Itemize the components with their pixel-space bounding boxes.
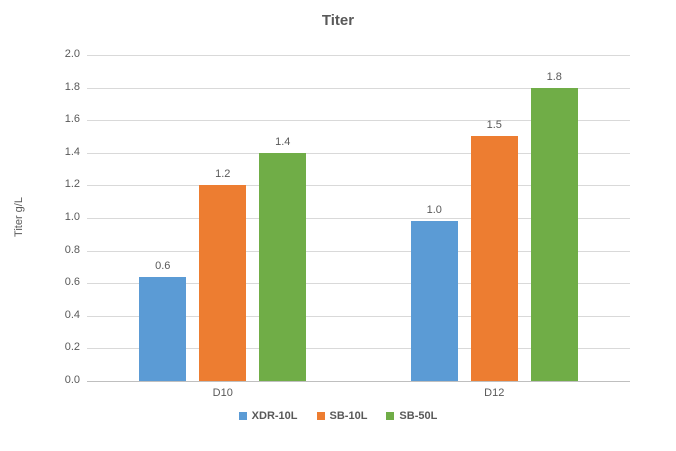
data-label: 1.5 <box>486 119 502 131</box>
bar-xdr-10l: 0.6 <box>139 260 187 381</box>
bar-sb-10l: 1.2 <box>199 168 247 381</box>
legend-swatch-icon <box>386 412 395 420</box>
legend-label: SB-10L <box>329 410 368 422</box>
gridline <box>87 55 630 56</box>
y-axis-title: Titer g/L <box>13 197 25 237</box>
y-tick-label: 0.8 <box>64 244 80 256</box>
gridline <box>87 348 630 349</box>
data-label: 0.6 <box>155 260 171 272</box>
bar-sb-50l: 1.4 <box>259 136 307 381</box>
gridline <box>87 251 630 252</box>
y-tick-label: 0.6 <box>64 276 80 288</box>
y-tick-label: 0.0 <box>64 374 80 386</box>
legend: XDR-10L SB-10L SB-50L <box>0 410 676 422</box>
bar-group-d10: 0.6 1.2 1.4 <box>87 55 359 381</box>
bar-sb-10l: 1.5 <box>470 119 518 381</box>
y-tick-label: 0.4 <box>64 309 80 321</box>
bar-xdr-10l: 1.0 <box>410 204 458 381</box>
legend-label: SB-50L <box>399 410 438 422</box>
category-label: D12 <box>484 387 505 399</box>
y-tick-label: 1.6 <box>64 113 80 125</box>
bar-sb-50l: 1.8 <box>530 71 578 381</box>
y-tick-label: 1.0 <box>64 211 80 223</box>
bar-group-d12: 1.0 1.5 1.8 <box>359 55 631 381</box>
legend-swatch-icon <box>238 412 247 420</box>
legend-label: XDR-10L <box>251 410 298 422</box>
y-tick-label: 2.0 <box>64 48 80 60</box>
gridline <box>87 316 630 317</box>
gridline <box>87 88 630 89</box>
legend-item-sb-10l: SB-10L <box>316 410 368 422</box>
category-label: D10 <box>212 387 233 399</box>
gridline <box>87 120 630 121</box>
legend-item-sb-50l: SB-50L <box>386 410 437 422</box>
y-tick-label: 1.8 <box>64 81 80 93</box>
gridline <box>87 153 630 154</box>
y-tick-label: 1.2 <box>64 178 80 190</box>
legend-item-xdr-10l: XDR-10L <box>238 410 298 422</box>
gridline <box>87 218 630 219</box>
chart-title: Titer <box>321 12 355 29</box>
y-tick-label: 1.4 <box>64 146 80 158</box>
data-label: 1.8 <box>546 71 562 83</box>
legend-swatch-icon <box>316 412 325 420</box>
x-axis-line <box>87 381 630 382</box>
data-label: 1.0 <box>426 204 442 216</box>
y-tick-label: 0.2 <box>64 341 80 353</box>
gridline <box>87 185 630 186</box>
data-label: 1.2 <box>215 168 231 180</box>
plot-area: 0.6 1.2 1.4 1.0 1.5 1.8 <box>87 55 631 382</box>
data-label: 1.4 <box>275 136 291 148</box>
gridline <box>87 283 630 284</box>
